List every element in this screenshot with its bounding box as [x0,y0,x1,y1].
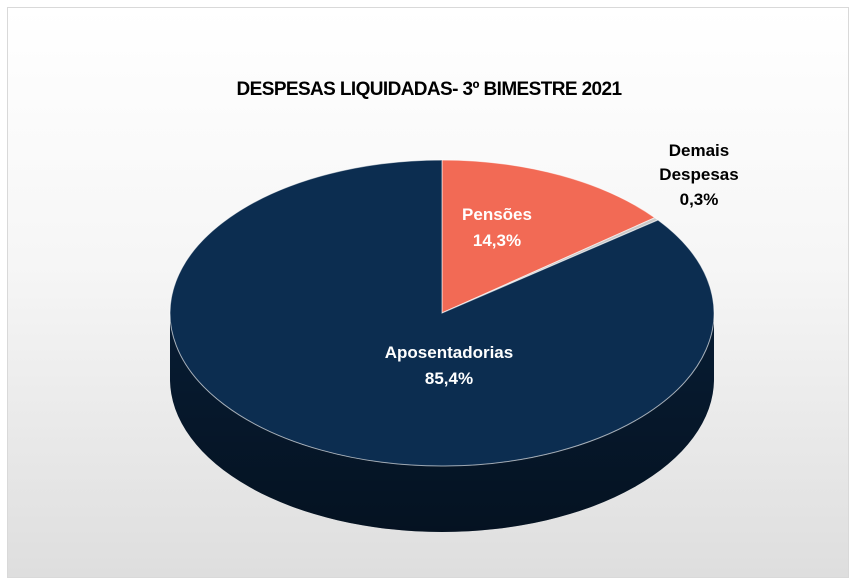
pie-slice-0 [441,159,656,314]
data-label-name-0: Pensões [462,205,532,224]
pie-slice-2 [169,159,715,467]
pie-side-shade-2 [170,313,714,532]
data-label-value-1: 0,3% [680,190,719,209]
data-label-value-2: 85,4% [425,369,473,388]
data-label-name-1: Demais [669,141,729,160]
data-label-name-2: Aposentadorias [385,343,513,362]
chart-title: DESPESAS LIQUIDADAS- 3º BIMESTRE 2021 [236,79,622,100]
data-label-value-0: 14,3% [473,231,521,250]
data-label-name-1: Despesas [659,165,738,184]
